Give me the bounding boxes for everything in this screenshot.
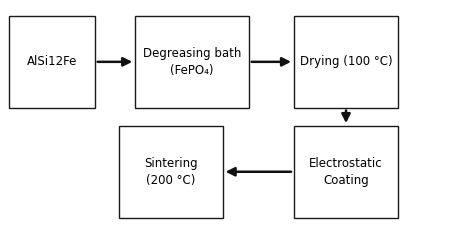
Text: Electrostatic: Electrostatic	[309, 157, 383, 170]
Bar	[294, 16, 398, 108]
Text: (FePO₄): (FePO₄)	[170, 64, 214, 77]
Text: (200 °C): (200 °C)	[146, 174, 195, 187]
Text: Drying (100 °C): Drying (100 °C)	[300, 55, 392, 68]
Bar	[294, 126, 398, 218]
Text: Coating: Coating	[323, 174, 369, 187]
Bar	[9, 16, 95, 108]
Text: Sintering: Sintering	[144, 157, 198, 170]
Bar	[118, 126, 223, 218]
Text: AlSi12Fe: AlSi12Fe	[27, 55, 77, 68]
Text: Degreasing bath: Degreasing bath	[143, 47, 241, 60]
Bar	[135, 16, 249, 108]
